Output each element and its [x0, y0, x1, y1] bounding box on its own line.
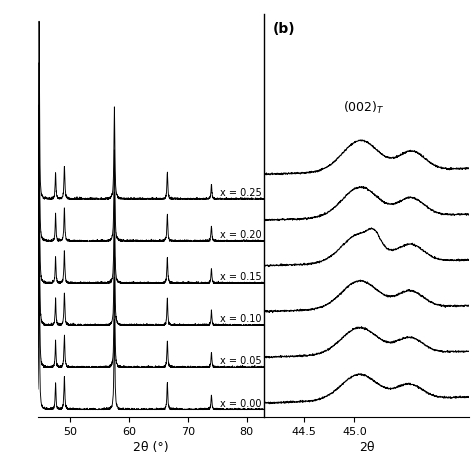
Text: x = 0.00: x = 0.00 [220, 399, 262, 409]
Text: x = 0.05: x = 0.05 [220, 356, 262, 366]
X-axis label: 2θ: 2θ [359, 441, 374, 454]
Text: x = 0.10: x = 0.10 [220, 314, 262, 324]
Text: x = 0.15: x = 0.15 [220, 272, 262, 283]
Text: x = 0.20: x = 0.20 [220, 230, 262, 240]
Text: (b): (b) [273, 22, 295, 36]
X-axis label: 2θ (°): 2θ (°) [133, 441, 169, 454]
Text: x = 0.25: x = 0.25 [219, 188, 262, 198]
Text: $(002)_T$: $(002)_T$ [344, 100, 385, 116]
